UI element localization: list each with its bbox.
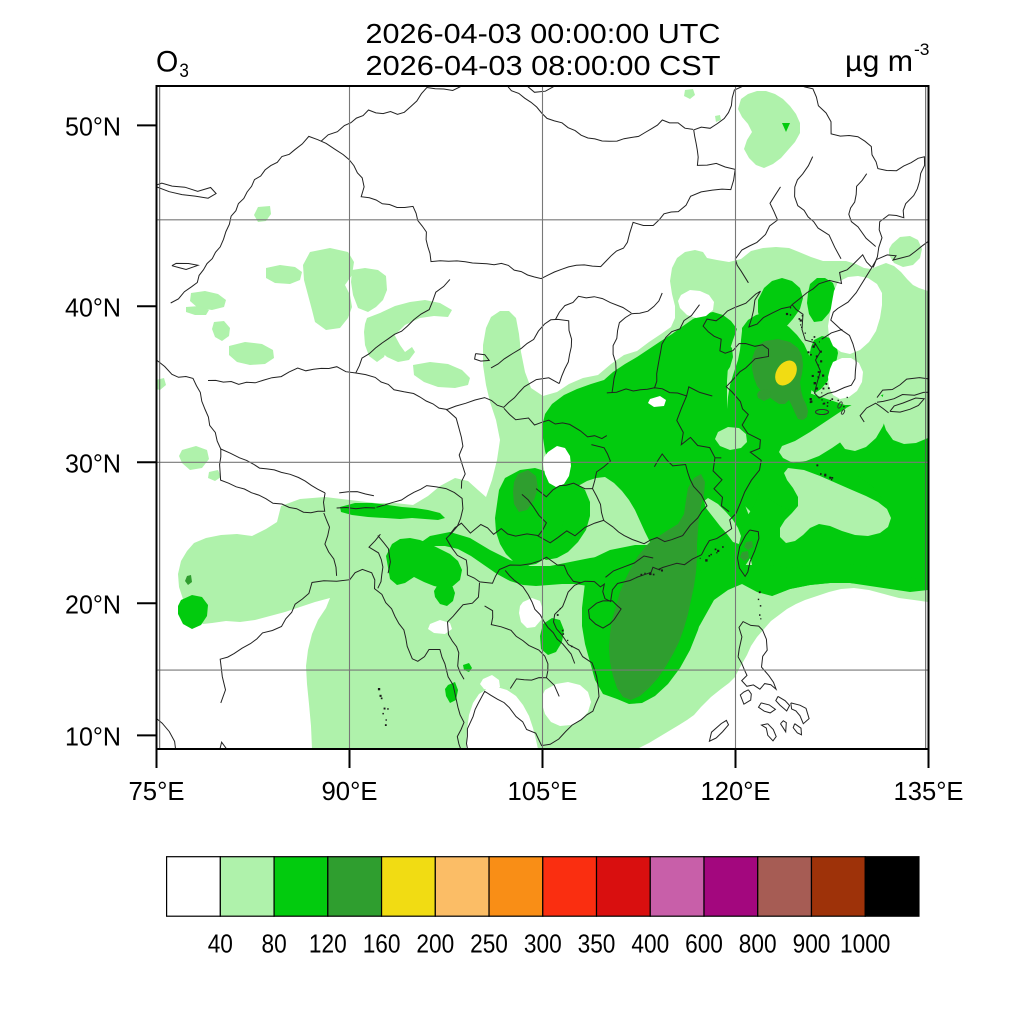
svg-text:3: 3 [179, 61, 189, 82]
svg-text:1000: 1000 [840, 929, 890, 959]
svg-text:120°E: 120°E [701, 776, 771, 806]
svg-text:300: 300 [524, 929, 562, 959]
svg-text:200: 200 [416, 929, 454, 959]
svg-text:20°N: 20°N [65, 590, 121, 620]
svg-text:µg m: µg m [845, 45, 913, 78]
svg-text:800: 800 [739, 929, 777, 959]
svg-text:2026-04-03 00:00:00 UTC: 2026-04-03 00:00:00 UTC [366, 18, 721, 49]
svg-text:160: 160 [363, 929, 401, 959]
svg-text:80: 80 [262, 929, 287, 959]
svg-text:90°E: 90°E [322, 776, 378, 806]
svg-text:10°N: 10°N [65, 722, 121, 752]
svg-text:120: 120 [309, 929, 347, 959]
svg-text:135°E: 135°E [894, 776, 964, 806]
svg-text:250: 250 [470, 929, 508, 959]
svg-text:75°E: 75°E [129, 776, 185, 806]
svg-text:2026-04-03 08:00:00 CST: 2026-04-03 08:00:00 CST [366, 50, 721, 81]
svg-text:40: 40 [208, 929, 233, 959]
svg-text:O: O [156, 45, 178, 78]
svg-text:30°N: 30°N [65, 449, 121, 479]
svg-text:600: 600 [685, 929, 723, 959]
svg-text:50°N: 50°N [65, 112, 121, 142]
svg-text:400: 400 [631, 929, 669, 959]
svg-text:350: 350 [578, 929, 616, 959]
svg-text:40°N: 40°N [65, 293, 121, 323]
svg-text:105°E: 105°E [508, 776, 578, 806]
svg-text:-3: -3 [914, 40, 930, 59]
svg-text:900: 900 [793, 929, 831, 959]
